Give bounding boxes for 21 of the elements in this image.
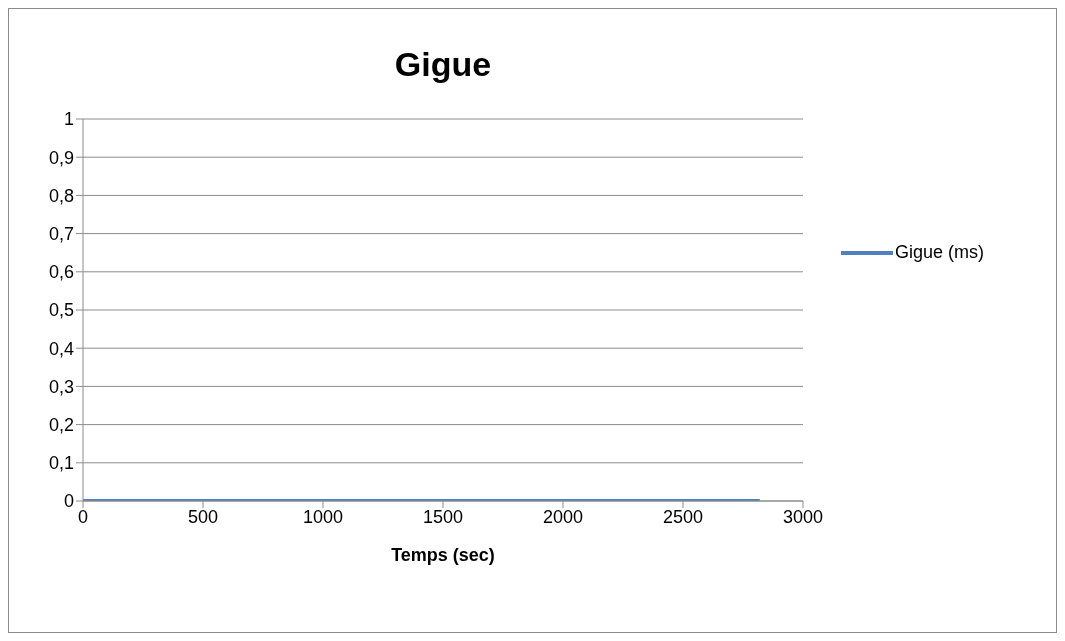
legend-label: Gigue (ms) <box>895 242 985 263</box>
y-tick-label: 0,3 <box>48 376 74 397</box>
y-tick-label: 0,6 <box>48 262 74 283</box>
y-tick-label: 0,9 <box>48 147 74 168</box>
x-tick-label: 1000 <box>302 506 344 527</box>
chart-title: Gigue <box>393 45 493 84</box>
y-tick-label: 0,4 <box>48 338 74 359</box>
y-tick-label: 0,1 <box>48 453 74 474</box>
x-tick-label: 3000 <box>782 506 824 527</box>
y-tick-label: 0 <box>63 491 74 512</box>
x-tick-label: 2000 <box>542 506 584 527</box>
y-tick-label: 0,2 <box>48 414 74 435</box>
y-tick-label: 0,5 <box>48 300 74 321</box>
y-tick-label: 0,8 <box>48 185 74 206</box>
y-tick-label: 0,7 <box>48 223 74 244</box>
x-tick-label: 2500 <box>662 506 704 527</box>
x-tick-label: 500 <box>187 506 219 527</box>
y-tick-label: 1 <box>63 109 74 130</box>
x-axis-title: Temps (sec) <box>391 545 495 565</box>
x-tick-label: 1500 <box>422 506 464 527</box>
x-tick-label: 0 <box>77 506 89 527</box>
